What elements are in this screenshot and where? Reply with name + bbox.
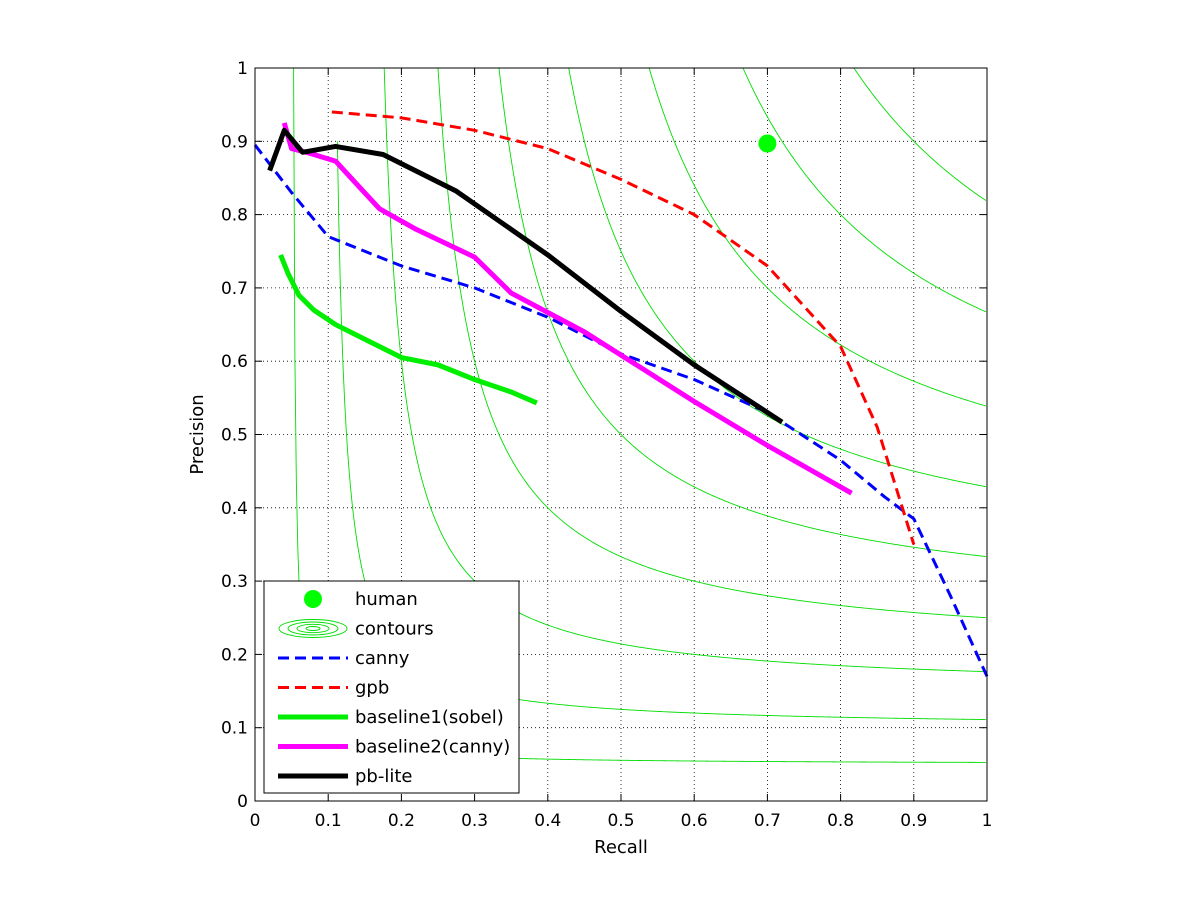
- legend-label-contours: contours: [355, 619, 434, 640]
- legend-label-baseline2(canny): baseline2(canny): [355, 737, 510, 758]
- y-tick-label: 0.4: [221, 499, 248, 519]
- y-tick-label: 0: [237, 792, 248, 812]
- x-tick-label: 0.3: [461, 811, 488, 831]
- legend-label-human: human: [355, 589, 418, 610]
- f-contour-line: [437, 68, 986, 619]
- legend-label-baseline1(sobel): baseline1(sobel): [355, 707, 504, 728]
- series-line-baseline2(canny): [281, 122, 853, 496]
- legend-label-gpb: gpb: [355, 678, 389, 699]
- y-tick-label: 0.5: [221, 426, 248, 446]
- x-tick-label: 0.1: [315, 811, 342, 831]
- series-line-baseline1(sobel): [278, 253, 538, 406]
- y-tick-label: 0.6: [221, 352, 248, 372]
- y-axis-label: Precision: [187, 394, 208, 474]
- legend-label-canny: canny: [355, 648, 410, 669]
- x-tick-label: 0.7: [754, 811, 781, 831]
- x-tick-label: 0.8: [827, 811, 854, 831]
- legend: human contours canny gpb baseline1(sobel) bas…: [263, 580, 520, 794]
- f-contour-line: [498, 68, 986, 557]
- y-tick-label: 0.2: [221, 645, 248, 665]
- series-line-pb-lite: [267, 127, 784, 425]
- x-tick-label: 0.6: [681, 811, 708, 831]
- y-tick-label: 0.1: [221, 719, 248, 739]
- series-line-gpb: [331, 110, 916, 545]
- legend-swatch-contours: [278, 619, 348, 638]
- x-axis-label: Recall: [594, 837, 648, 858]
- x-tick-label: 0: [250, 811, 261, 831]
- f-contour-line: [742, 68, 987, 313]
- y-tick-label: 0.7: [221, 279, 248, 299]
- x-tick-label: 0.5: [607, 811, 634, 831]
- series-line-canny: [253, 144, 989, 678]
- axis-ticks: 00 0.1 0.1 0.2 0.2 0.3 0.3 0.4 0.4 0.5 0.5 0.6 0.6 0.…: [221, 59, 992, 831]
- x-tick-label: 0.9: [900, 811, 927, 831]
- legend-swatch-human: [304, 590, 322, 608]
- legend-box: [263, 580, 520, 794]
- series-marker-human: [758, 134, 777, 153]
- legend-label-pb-lite: pb-lite: [355, 766, 412, 787]
- x-tick-label: 0.4: [534, 811, 561, 831]
- f-contour-line: [853, 68, 987, 201]
- x-tick-label: 0.2: [388, 811, 415, 831]
- f-contour-line: [648, 68, 987, 407]
- y-tick-label: 1: [237, 59, 248, 79]
- y-tick-label: 0.3: [221, 572, 248, 592]
- series-lines: [253, 110, 989, 678]
- x-tick-label: 1: [982, 811, 993, 831]
- y-tick-label: 0.8: [221, 206, 248, 226]
- y-tick-label: 0.9: [221, 132, 248, 152]
